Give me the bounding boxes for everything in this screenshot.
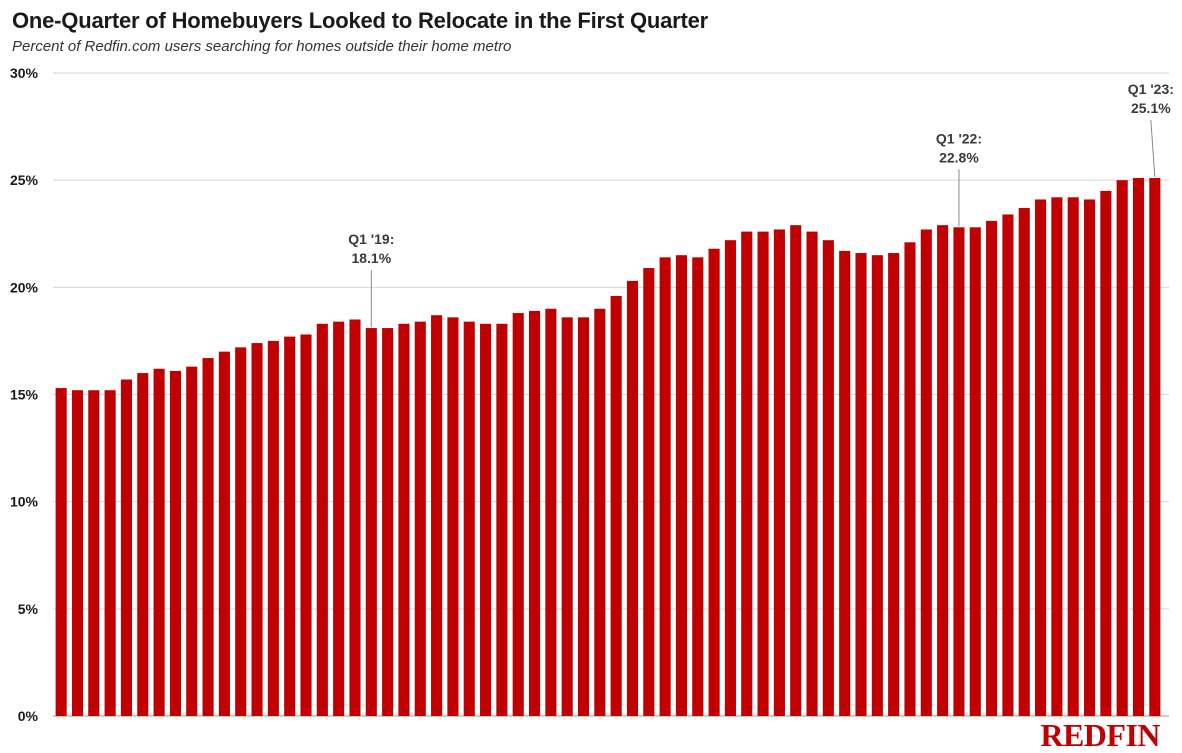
bar (659, 257, 671, 716)
bar (577, 317, 590, 716)
annotation-value: 25.1% (1131, 100, 1171, 116)
bar (757, 231, 769, 717)
chart-subtitle: Percent of Redfin.com users searching fo… (12, 38, 512, 55)
bar (251, 343, 263, 716)
bar (528, 310, 541, 716)
bar (431, 315, 443, 716)
bar (137, 373, 149, 716)
bar (937, 225, 949, 716)
annotation-value: 18.1% (351, 250, 391, 266)
bar (594, 308, 606, 716)
bar (839, 250, 851, 716)
bar (741, 231, 753, 717)
annotations: Q1 '19: 18.1% Q1 '22: 22.8% Q1 '23: 25.1% (348, 81, 1174, 328)
bar (888, 253, 900, 717)
y-tick-label: 5% (18, 601, 39, 617)
redfin-logo: REDFIN (1040, 717, 1160, 753)
bar (545, 308, 557, 716)
bar (316, 323, 328, 716)
bar (561, 317, 573, 716)
y-tick-label: 0% (18, 708, 39, 724)
y-axis-tick-labels: 0% 5% 10% 15% 20% 25% 30% (10, 65, 39, 724)
bar (822, 240, 834, 716)
bar (333, 321, 345, 716)
y-tick-label: 10% (10, 494, 39, 510)
bar (463, 321, 475, 716)
annotation: Q1 '19: 18.1% (348, 231, 394, 328)
bar (790, 225, 802, 716)
bar (55, 388, 67, 716)
bar (986, 220, 998, 716)
bar (88, 390, 100, 716)
bar (414, 321, 426, 716)
annotation-label: Q1 '19: (348, 231, 394, 247)
bar (643, 268, 655, 716)
bar (773, 229, 785, 716)
bar (920, 229, 932, 716)
annotation-label: Q1 '22: (936, 130, 982, 146)
chart-title: One-Quarter of Homebuyers Looked to Relo… (12, 8, 709, 33)
bar (71, 390, 84, 716)
y-tick-label: 30% (10, 65, 39, 81)
bar (120, 379, 133, 716)
annotation: Q1 '22: 22.8% (936, 130, 982, 227)
bar (1149, 178, 1161, 716)
bar (724, 240, 736, 716)
bar (1018, 208, 1030, 716)
annotation-value: 22.8% (939, 149, 979, 165)
bar (186, 366, 198, 716)
bar (349, 319, 361, 716)
bar (480, 323, 492, 716)
bar (104, 390, 116, 716)
bar (1100, 190, 1112, 716)
bar (871, 255, 883, 716)
bar (969, 227, 981, 716)
bar (300, 334, 312, 716)
bar (382, 328, 394, 716)
y-tick-label: 15% (10, 387, 39, 403)
bar (365, 328, 377, 716)
bar (953, 227, 965, 716)
bar (1116, 180, 1128, 717)
annotation-label: Q1 '23: (1128, 81, 1174, 97)
annotation-leader-line (1150, 119, 1156, 178)
bar (1067, 197, 1079, 716)
bar (610, 295, 622, 716)
bar (855, 253, 867, 717)
bar (496, 323, 508, 716)
bar (708, 248, 720, 716)
bar (235, 347, 247, 716)
bar (904, 242, 916, 716)
bar (1132, 178, 1145, 716)
bar (284, 336, 296, 716)
bar (626, 280, 639, 716)
bar (267, 340, 279, 716)
bar (512, 313, 524, 716)
bar (675, 255, 688, 716)
bar (1051, 197, 1063, 716)
bar (1083, 199, 1096, 716)
bar (202, 358, 214, 716)
bar (1002, 214, 1014, 716)
y-tick-label: 25% (10, 172, 39, 188)
y-tick-label: 20% (10, 279, 39, 295)
bar (447, 317, 459, 716)
annotation: Q1 '23: 25.1% (1128, 81, 1174, 178)
bar (806, 231, 818, 717)
bar (169, 370, 181, 716)
bar (398, 323, 410, 716)
bar (692, 257, 704, 716)
bar (218, 351, 230, 716)
bar-series (55, 178, 1161, 717)
bar (1035, 199, 1047, 716)
bar (153, 368, 165, 716)
